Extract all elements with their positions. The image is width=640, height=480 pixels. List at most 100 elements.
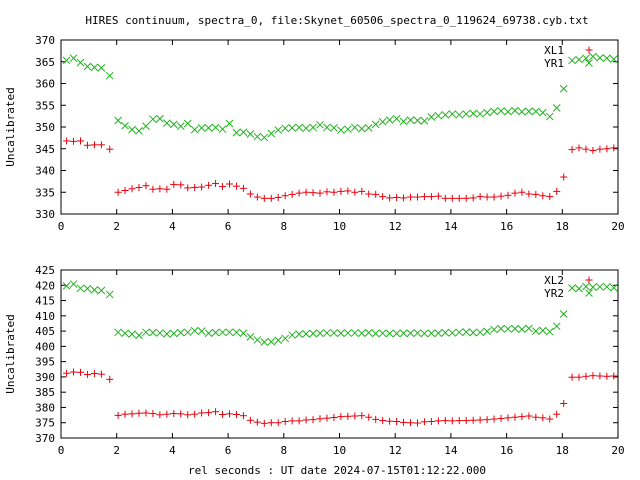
data-point — [448, 329, 457, 337]
y-tick-label: 410 — [35, 310, 55, 323]
y-tick-label: 345 — [35, 143, 55, 156]
data-point — [267, 194, 275, 202]
data-point — [406, 116, 415, 124]
data-point — [105, 290, 114, 299]
data-point — [316, 415, 324, 423]
data-point — [62, 56, 71, 65]
y-tick-label: 415 — [35, 295, 55, 308]
data-point — [70, 137, 78, 145]
data-point — [532, 190, 540, 198]
data-point — [114, 328, 122, 337]
data-point — [281, 124, 290, 133]
data-point — [490, 415, 498, 423]
data-point — [483, 327, 491, 336]
data-point — [330, 329, 338, 337]
data-point — [211, 328, 220, 337]
data-point — [344, 329, 352, 337]
data-point — [476, 328, 484, 337]
data-point — [525, 324, 533, 333]
data-point — [63, 137, 71, 145]
data-point — [469, 328, 478, 337]
data-point — [121, 329, 129, 338]
data-point — [246, 130, 255, 138]
data-point — [330, 124, 338, 132]
data-point — [219, 183, 227, 191]
y-tick-label: 385 — [35, 386, 55, 399]
top-panel: 0 2 4 6 8 10 12 14 16 18 20 330 335 340 345 350 355 360 36… — [4, 34, 625, 233]
data-point — [97, 63, 106, 72]
data-point — [281, 418, 289, 426]
data-point — [83, 370, 91, 378]
data-point — [183, 119, 192, 128]
data-point — [295, 330, 303, 338]
data-point — [337, 187, 345, 195]
data-point — [90, 286, 99, 294]
data-point — [351, 188, 359, 196]
data-point — [545, 112, 554, 121]
data-point — [462, 417, 470, 425]
data-point — [518, 188, 526, 196]
data-point — [559, 310, 568, 318]
data-point — [582, 145, 590, 153]
data-point — [316, 120, 324, 129]
data-point — [128, 410, 136, 418]
data-point — [239, 412, 247, 420]
data-point — [455, 328, 464, 337]
data-point — [149, 328, 157, 337]
data-point — [128, 185, 136, 193]
data-point — [156, 185, 164, 193]
data-point — [392, 329, 401, 338]
data-point — [575, 284, 583, 293]
data-point — [372, 190, 380, 198]
data-point — [596, 53, 604, 62]
data-point — [589, 52, 597, 61]
data-point — [610, 144, 618, 152]
x-tick-label: 20 — [611, 220, 624, 233]
x-tick-label: 6 — [225, 220, 232, 233]
data-point — [448, 194, 456, 202]
data-point — [393, 418, 401, 426]
data-point — [62, 282, 71, 290]
data-point — [170, 180, 178, 188]
data-point — [176, 122, 185, 130]
data-point — [379, 417, 387, 425]
x-tick-label: 18 — [556, 220, 569, 233]
data-point — [114, 411, 122, 419]
data-point — [365, 190, 373, 198]
data-point — [246, 190, 254, 198]
data-point — [184, 411, 192, 419]
data-point — [372, 415, 380, 423]
data-point — [455, 110, 464, 119]
data-point — [330, 188, 338, 196]
data-point — [462, 328, 471, 336]
data-point — [378, 117, 387, 126]
data-point — [253, 193, 261, 201]
data-point — [413, 419, 421, 427]
data-point — [364, 124, 373, 132]
data-point — [302, 416, 310, 424]
data-point — [427, 113, 436, 121]
data-point — [288, 190, 296, 198]
y-tick-label: 405 — [35, 325, 55, 338]
data-point — [568, 373, 576, 381]
data-point — [191, 183, 199, 191]
data-point — [434, 192, 442, 200]
data-point — [560, 399, 568, 407]
data-point — [400, 418, 408, 426]
data-point — [198, 409, 206, 417]
data-point — [504, 325, 512, 333]
data-point — [538, 326, 547, 335]
x-tick-label: 0 — [58, 220, 65, 233]
data-point — [239, 128, 248, 137]
data-point — [90, 141, 98, 149]
data-point — [407, 193, 415, 201]
data-point — [504, 107, 512, 116]
data-point — [525, 412, 533, 420]
data-point — [121, 121, 129, 130]
data-point — [211, 123, 220, 132]
data-point — [420, 329, 429, 338]
data-point — [441, 417, 449, 425]
series-YR1 — [62, 52, 618, 142]
data-point — [232, 128, 241, 137]
